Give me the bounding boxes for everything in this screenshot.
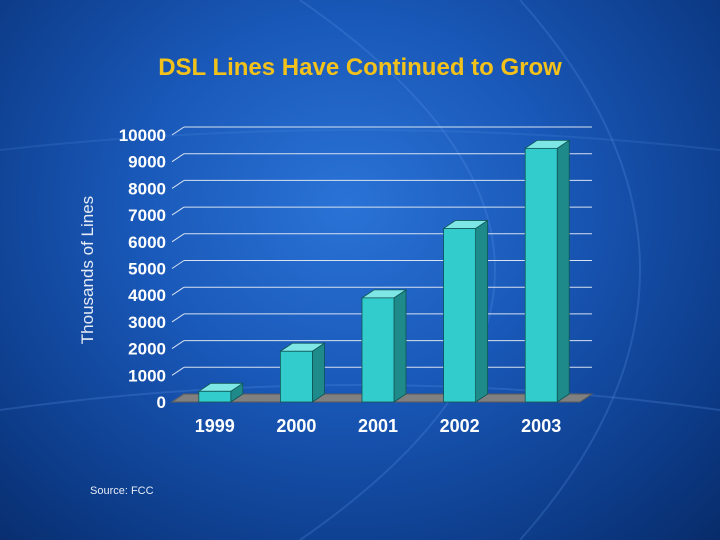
y-tick-label: 0 bbox=[157, 393, 166, 412]
x-tick-label: 2000 bbox=[276, 416, 316, 436]
bar bbox=[361, 297, 395, 403]
y-tick-label: 7000 bbox=[128, 206, 166, 225]
bar-side bbox=[475, 219, 489, 403]
source-note: Source: FCC bbox=[90, 485, 154, 497]
x-tick-label: 2001 bbox=[358, 416, 398, 436]
bar bbox=[443, 228, 477, 403]
y-tick-label: 10000 bbox=[119, 126, 166, 145]
bar bbox=[279, 350, 313, 403]
x-tick-label: 1999 bbox=[195, 416, 235, 436]
gridline-connector bbox=[171, 313, 185, 323]
gridline-connector bbox=[171, 153, 185, 163]
y-tick-label: 1000 bbox=[128, 366, 166, 385]
gridline-connector bbox=[171, 286, 185, 296]
gridline-connector bbox=[171, 206, 185, 216]
gridline-connector bbox=[171, 233, 185, 243]
bar-side bbox=[311, 342, 325, 403]
bar-side bbox=[556, 139, 570, 403]
y-tick-label: 6000 bbox=[128, 233, 166, 252]
y-tick-label: 8000 bbox=[128, 179, 166, 198]
gridline-connector bbox=[171, 340, 185, 350]
slide-title: DSL Lines Have Continued to Grow bbox=[158, 54, 562, 81]
y-tick-label: 3000 bbox=[128, 313, 166, 332]
y-tick-label: 4000 bbox=[128, 286, 166, 305]
bar-side bbox=[393, 289, 407, 403]
y-tick-label: 5000 bbox=[128, 260, 166, 279]
y-tick-label: 2000 bbox=[128, 340, 166, 359]
y-tick-label: 9000 bbox=[128, 153, 166, 172]
x-tick-label: 2003 bbox=[521, 416, 561, 436]
x-tick-label: 2002 bbox=[440, 416, 480, 436]
bar bbox=[198, 390, 232, 403]
gridline-connector bbox=[171, 260, 185, 269]
bar bbox=[524, 147, 558, 403]
gridline-connector bbox=[171, 179, 185, 189]
gridline-connector bbox=[171, 366, 185, 376]
gridline-connector bbox=[171, 126, 185, 136]
